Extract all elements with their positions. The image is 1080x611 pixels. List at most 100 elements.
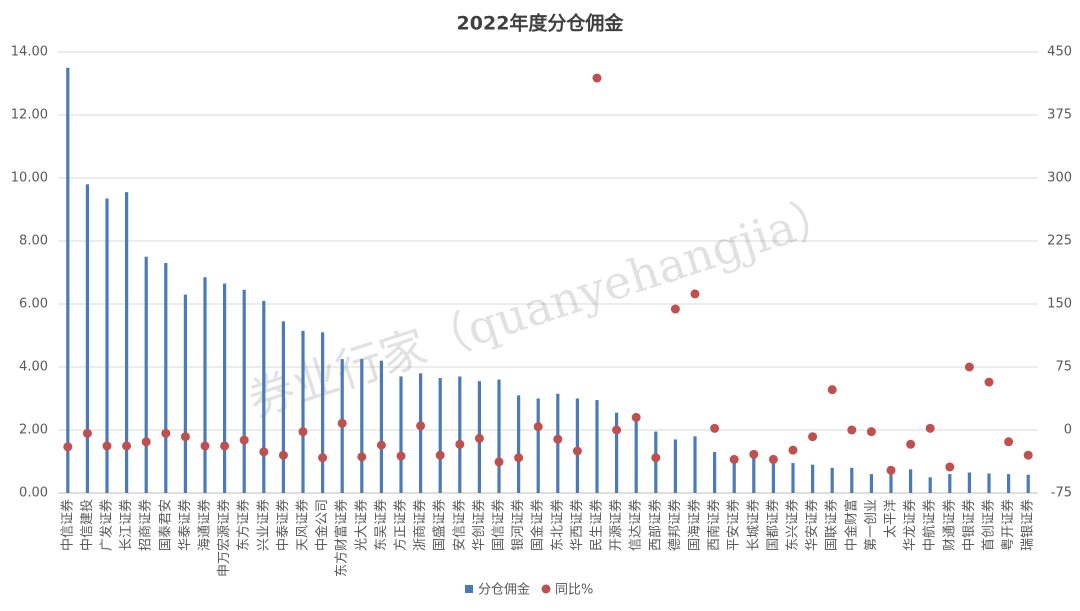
legend-label: 同比%	[555, 583, 593, 598]
bar	[967, 472, 971, 493]
dot	[788, 445, 798, 455]
bar	[850, 467, 854, 493]
legend-swatch	[465, 585, 473, 593]
dot	[631, 412, 641, 422]
y2-tick-label: -75	[1051, 486, 1072, 501]
bar	[517, 395, 521, 493]
dot	[690, 289, 700, 299]
x-tick-label: 中信证券	[59, 499, 75, 551]
bar	[987, 473, 991, 493]
bar	[262, 300, 266, 493]
dot	[122, 441, 132, 451]
x-tick-label: 第一创业	[864, 499, 879, 551]
x-tick-label: 银河证券	[510, 499, 526, 551]
dot	[200, 441, 210, 451]
y2-tick-label: 450	[1047, 45, 1072, 60]
bar	[203, 277, 207, 493]
x-tick-label: 东兴证券	[785, 499, 801, 551]
dot	[808, 432, 818, 442]
dot	[259, 447, 269, 457]
bar	[379, 360, 383, 493]
x-tick-label: 中银证券	[961, 499, 977, 551]
bar	[830, 467, 834, 493]
dot	[886, 465, 896, 475]
y2-tick-label: 375	[1047, 108, 1072, 123]
bar	[889, 469, 893, 493]
dot	[866, 427, 876, 437]
bar	[634, 417, 638, 493]
dot	[984, 377, 994, 387]
bar	[458, 376, 462, 493]
dot	[729, 454, 739, 464]
x-tick-label: 国联证券	[824, 499, 840, 551]
x-tick-label: 信达证券	[628, 499, 644, 551]
x-tick-label: 东吴证券	[373, 499, 389, 551]
bar	[419, 373, 423, 493]
dot	[357, 452, 367, 462]
bar	[399, 376, 403, 493]
dot	[435, 450, 445, 460]
x-tick-label: 首创证券	[981, 499, 997, 551]
x-tick-label: 浙商证券	[412, 499, 428, 551]
bar	[223, 283, 227, 493]
x-tick-label: 华安证券	[804, 499, 820, 551]
x-tick-label: 国都证券	[765, 499, 781, 551]
x-tick-label: 广发证券	[99, 499, 115, 551]
bar	[869, 474, 873, 493]
dot	[612, 425, 622, 435]
bar	[909, 469, 913, 493]
dot	[376, 440, 386, 450]
x-tick-label: 开源证券	[608, 499, 624, 551]
x-tick-label: 粤开证券	[1000, 499, 1016, 551]
x-tick-label: 华泰证券	[177, 499, 193, 551]
bar	[360, 359, 364, 493]
bar	[281, 321, 285, 493]
dot	[592, 73, 602, 83]
x-tick-label: 兴业证券	[255, 499, 271, 551]
y2-tick-label: 150	[1047, 297, 1072, 312]
x-tick-label: 长城证券	[745, 499, 761, 551]
x-tick-label: 国泰君安	[158, 499, 173, 551]
dot	[906, 439, 916, 449]
dot	[670, 304, 680, 314]
x-tick-label: 国金证券	[530, 499, 546, 551]
dot	[553, 434, 563, 444]
dot	[161, 428, 171, 438]
legend-label: 分仓佣金	[478, 582, 530, 598]
dot	[533, 422, 543, 432]
dot	[63, 442, 73, 452]
watermark: 券业行家（quanyehangjia）	[242, 185, 846, 427]
dot	[180, 432, 190, 442]
x-tick-label: 申万宏源证券	[216, 499, 232, 577]
bar	[164, 263, 168, 493]
dot	[572, 446, 582, 456]
dot	[710, 423, 720, 433]
dot	[964, 362, 974, 372]
bar	[1026, 474, 1030, 493]
y-tick-label: 4.00	[19, 360, 48, 375]
y2-tick-label: 300	[1047, 171, 1072, 186]
dot	[396, 451, 406, 461]
x-tick-label: 安信证券	[451, 499, 467, 551]
x-tick-label: 华西证券	[569, 499, 585, 551]
dot	[1004, 437, 1014, 447]
y2-tick-label: 225	[1047, 234, 1072, 249]
y2-tick-label: 75	[1055, 360, 1072, 375]
bar	[85, 184, 89, 494]
bar	[183, 294, 187, 493]
bar	[536, 398, 540, 493]
dot	[945, 462, 955, 472]
dot	[102, 441, 112, 451]
x-tick-label: 中金财富	[843, 499, 859, 551]
bar	[438, 378, 442, 493]
bar	[654, 431, 658, 493]
x-tick-label: 方正证券	[393, 499, 409, 551]
x-tick-label: 民生证券	[589, 499, 605, 551]
x-tick-label: 国盛证券	[432, 499, 448, 551]
y-tick-label: 0.00	[19, 486, 48, 501]
x-tick-label: 华龙证券	[902, 499, 918, 551]
dot	[474, 433, 484, 443]
y-tick-label: 14.00	[11, 45, 48, 60]
